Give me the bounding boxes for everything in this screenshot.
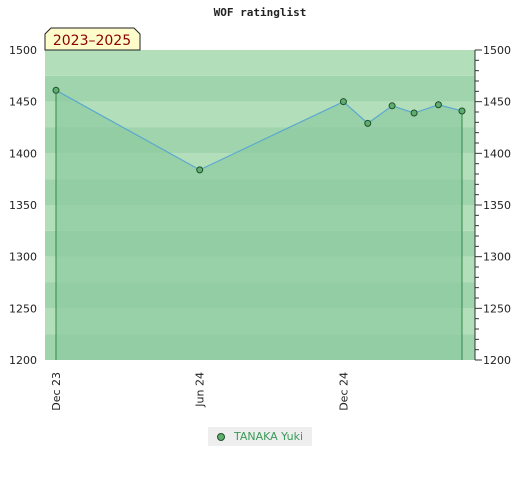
data-point (410, 109, 418, 117)
y-tick-label-left: 1400 (9, 147, 37, 160)
y-tick-label-right: 1200 (483, 354, 511, 367)
y-tick-label-right: 1300 (483, 251, 511, 264)
band (45, 50, 475, 76)
y-tick-label-right: 1500 (483, 44, 511, 57)
data-point (339, 98, 347, 106)
y-tick-label-left: 1300 (9, 251, 37, 264)
series-area (56, 90, 462, 361)
series-line-path (55, 89, 463, 171)
y-axis-right: 1200 1250 1300 1350 1400 1450 1500 (474, 44, 511, 367)
data-point (388, 102, 396, 110)
data-point (52, 86, 60, 94)
y-tick-label-left: 1250 (9, 302, 37, 315)
chart-title: WOF ratinglist (213, 6, 307, 19)
y-tick-label-left: 1450 (9, 96, 37, 109)
period-label: 2023–2025 (44, 27, 141, 51)
y-tick-label-right: 1350 (483, 199, 511, 212)
x-tick-label: Jun 24 (194, 372, 207, 408)
y-tick-label-left: 1500 (9, 44, 37, 57)
y-tick-label-right: 1400 (483, 147, 511, 160)
legend-marker (217, 432, 225, 441)
period-label-text: 2023–2025 (53, 33, 131, 49)
y-tick-label-right: 1250 (483, 302, 511, 315)
x-axis: Dec 23 Jun 24 Dec 24 (50, 372, 350, 411)
x-tick-label: Dec 24 (337, 372, 350, 411)
data-point (196, 166, 204, 174)
legend-label: TANAKA Yuki (234, 430, 304, 443)
band (45, 75, 475, 102)
start-end-lines (55, 90, 463, 360)
data-point (364, 119, 372, 127)
legend[interactable]: TANAKA Yuki (208, 427, 313, 446)
y-tick-label-right: 1450 (483, 96, 511, 109)
data-point (434, 101, 442, 109)
x-tick-label: Dec 23 (50, 372, 63, 411)
period-label-box (44, 27, 141, 51)
series-points (52, 86, 466, 174)
series-line (55, 89, 463, 171)
area-fill (56, 90, 462, 361)
data-point (458, 107, 466, 115)
y-tick-label-left: 1200 (9, 354, 37, 367)
y-tick-label-left: 1350 (9, 199, 37, 212)
y-axis-left: 1200 1250 1300 1350 1400 1450 1500 (9, 44, 37, 367)
